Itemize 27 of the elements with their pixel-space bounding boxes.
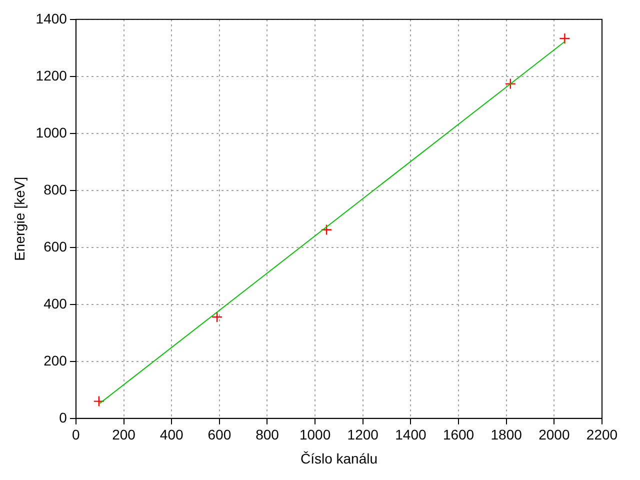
x-tick-label: 600 <box>208 426 232 443</box>
y-tick-label: 600 <box>44 238 68 254</box>
y-tick-label: 1200 <box>36 67 68 84</box>
y-tick-label: 200 <box>44 352 68 368</box>
x-tick-label: 1200 <box>347 426 379 443</box>
point <box>93 396 104 407</box>
point <box>320 224 332 236</box>
x-tick-label: 1600 <box>442 426 474 443</box>
y-axis-title: Energie [keV] <box>11 176 28 261</box>
x-tick-label: 0 <box>72 426 80 443</box>
x-axis-title: Číslo kanálu <box>300 450 378 466</box>
x-tick-label: 2200 <box>586 426 618 443</box>
y-tick-label: 800 <box>44 181 68 198</box>
x-tick-label: 1800 <box>490 426 522 443</box>
x-tick-label: 400 <box>160 426 184 443</box>
y-tick-label: 400 <box>44 295 68 312</box>
point <box>211 311 223 323</box>
x-tick-label: 1000 <box>299 426 331 443</box>
x-tick-label: 800 <box>256 426 280 443</box>
y-tick-label: 0 <box>59 409 68 426</box>
point <box>504 78 516 90</box>
x-tick-label: 200 <box>112 426 136 443</box>
x-tick-label: 1400 <box>395 426 426 443</box>
y-tick-label: 1000 <box>36 124 68 140</box>
x-tick-label: 2000 <box>538 426 570 443</box>
y-tick-label: 1400 <box>36 10 68 26</box>
point <box>559 32 570 44</box>
